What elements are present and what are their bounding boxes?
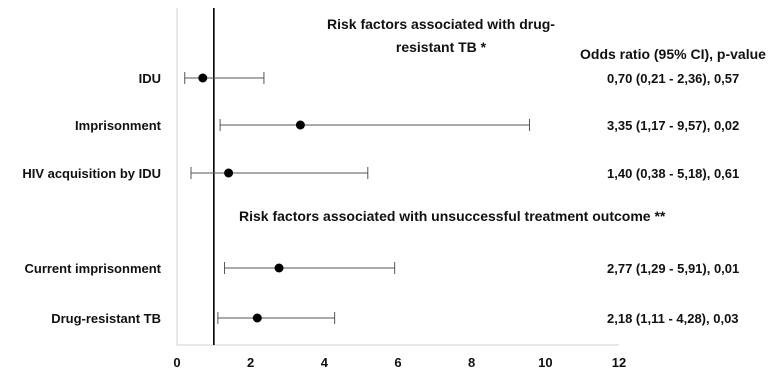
x-ticks: 0 2 4 6 8 10 12 — [173, 355, 626, 370]
x-tick-label: 8 — [468, 355, 475, 370]
x-tick-label: 6 — [394, 355, 401, 370]
x-tick-label: 4 — [321, 355, 329, 370]
odds-ratio-point — [198, 73, 208, 83]
odds-ratio-point — [274, 263, 284, 273]
or-ci-pvalue-text: 3,35 (1,17 - 9,57), 0,02 — [607, 118, 739, 133]
forest-row: IDU 0,70 (0,21 - 2,36), 0,57 — [139, 71, 740, 86]
odds-ratio-point — [295, 120, 305, 130]
or-ci-pvalue-text: 0,70 (0,21 - 2,36), 0,57 — [607, 71, 739, 86]
row-label: Drug-resistant TB — [51, 311, 161, 326]
x-tick-label: 0 — [173, 355, 180, 370]
or-ci-pvalue-text: 1,40 (0,38 - 5,18), 0,61 — [607, 166, 739, 181]
odds-ratio-point — [252, 313, 262, 323]
forest-row: Current imprisonment 2,77 (1,29 - 5,91), … — [24, 261, 739, 276]
row-label: IDU — [139, 71, 161, 86]
row-label: Current imprisonment — [24, 261, 161, 276]
odds-ratio-point — [224, 168, 234, 178]
or-ci-pvalue-text: 2,77 (1,29 - 5,91), 0,01 — [607, 261, 739, 276]
x-tick-label: 12 — [612, 355, 626, 370]
or-ci-pvalue-text: 2,18 (1,11 - 4,28), 0,03 — [607, 311, 739, 326]
row-label: Imprisonment — [75, 118, 162, 133]
row-label: HIV acquisition by IDU — [22, 166, 161, 181]
section1-title-line1: Risk factors associated with drug- — [327, 16, 555, 32]
rows: IDU 0,70 (0,21 - 2,36), 0,57 Imprisonment 3… — [22, 71, 739, 326]
x-tick-label: 2 — [247, 355, 254, 370]
forest-row: HIV acquisition by IDU 1,40 (0,38 - 5,18)… — [22, 166, 739, 181]
section1-title-line2: resistant TB * — [396, 39, 487, 55]
forest-row: Imprisonment 3,35 (1,17 - 9,57), 0,02 — [75, 118, 739, 133]
forest-row: Drug-resistant TB 2,18 (1,11 - 4,28), 0,0… — [51, 311, 738, 326]
x-tick-label: 10 — [538, 355, 552, 370]
column-header: Odds ratio (95% CI), p-value — [580, 46, 766, 62]
section2-title: Risk factors associated with unsuccessfu… — [239, 208, 666, 224]
